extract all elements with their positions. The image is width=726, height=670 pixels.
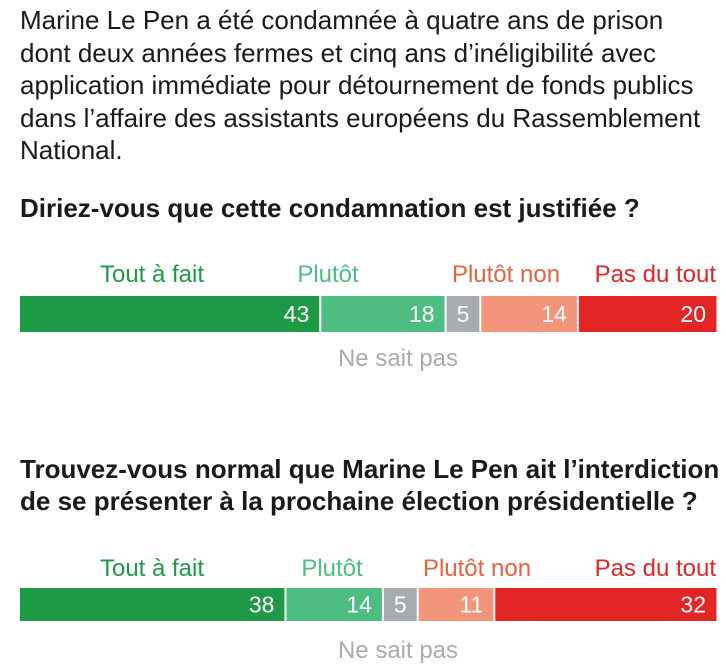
chart-1-label-tout-a-fait: Tout à fait (100, 261, 204, 288)
chart-2-svg: 38 14 5 11 32 Tout à fait Plutôt Plutôt non Pas … (20, 555, 717, 664)
chart-1-label-plutot-non: Plutôt non (452, 261, 560, 288)
chart-1-separator (444, 296, 447, 332)
chart-2-bar-plutot (284, 588, 383, 621)
question-2-title: Trouvez-vous normal que Marine Le Pen ai… (20, 454, 720, 516)
chart-2-bar-plutot-non (416, 588, 494, 621)
chart-2-label-ne-sait-pas: Ne sait pas (338, 637, 458, 664)
chart-1-separator (319, 296, 322, 332)
chart-1-value-tout-a-fait: 43 (284, 301, 310, 327)
chart-2-separator (493, 588, 496, 621)
chart-2-separator (381, 588, 384, 621)
chart-1-value-plutot-non: 14 (541, 301, 567, 327)
intro-text: Marine Le Pen a été condamnée à quatre a… (20, 5, 701, 165)
chart-2-label-tout-a-fait: Tout à fait (100, 555, 204, 582)
chart-2-bar-ne-sait-pas (381, 588, 418, 621)
chart-2-value-plutot-non: 11 (459, 592, 483, 618)
chart-2-bar-tout-a-fait (20, 588, 285, 621)
chart-2-value-pas-du-tout: 32 (680, 592, 706, 618)
chart-1-bar-plutot-non (479, 296, 578, 332)
chart-2-label-plutot-non: Plutôt non (423, 555, 531, 582)
chart-1-bar-plutot (319, 296, 446, 332)
chart-1-label-pas-du-tout: Pas du tout (595, 261, 717, 288)
chart-2: 38 14 5 11 32 Tout à fait Plutôt Plutôt non Pas … (0, 546, 726, 670)
question-1-title: Diriez-vous que cette condamnation est j… (20, 193, 640, 223)
chart-1-label-plutot: Plutôt (297, 261, 359, 288)
chart-2-bar-pas-du-tout (493, 588, 717, 621)
chart-2-value-tout-a-fait: 38 (249, 592, 275, 618)
chart-2-label-pas-du-tout: Pas du tout (595, 555, 717, 582)
chart-1-value-plutot: 18 (409, 301, 435, 327)
chart-1-svg: 43 18 5 14 20 Tout à fait Plutôt Plutôt non Pas … (20, 261, 717, 372)
chart-1-bar-ne-sait-pas (444, 296, 480, 332)
chart-2-separator (284, 588, 287, 621)
chart-2-label-plutot: Plutôt (301, 555, 363, 582)
chart-1-separator (479, 296, 482, 332)
chart-2-separator (416, 588, 419, 621)
chart-1-value-pas-du-tout: 20 (680, 301, 706, 327)
chart-1-value-ne-sait-pas: 5 (457, 301, 470, 327)
chart-2-value-ne-sait-pas: 5 (394, 592, 407, 618)
chart-1-label-ne-sait-pas: Ne sait pas (338, 345, 458, 372)
chart-2-value-plutot: 14 (346, 592, 372, 618)
chart-1-separator (576, 296, 579, 332)
chart-1-bar-pas-du-tout (576, 296, 717, 332)
chart-1: 43 18 5 14 20 Tout à fait Plutôt Plutôt non Pas … (0, 252, 726, 382)
chart-1-bar-tout-a-fait (20, 296, 320, 332)
